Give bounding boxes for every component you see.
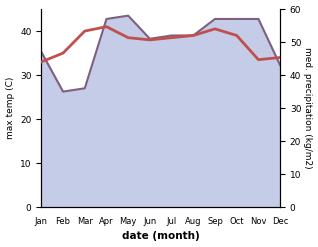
Y-axis label: max temp (C): max temp (C) — [5, 77, 15, 139]
Y-axis label: med. precipitation (kg/m2): med. precipitation (kg/m2) — [303, 47, 313, 169]
X-axis label: date (month): date (month) — [122, 231, 200, 242]
